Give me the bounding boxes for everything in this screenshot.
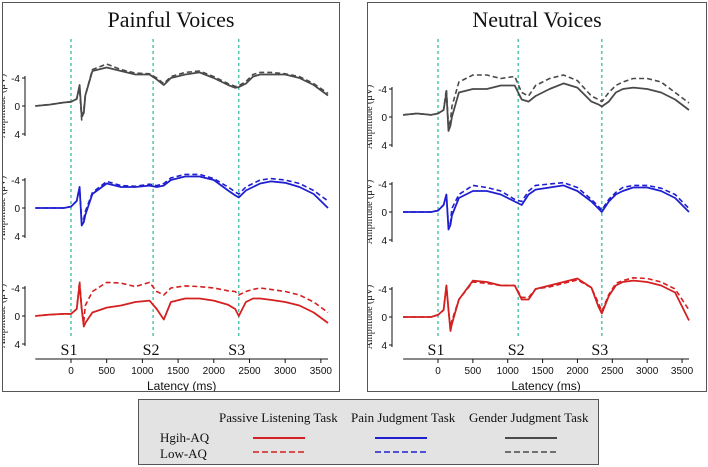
x-tick-label: 3000 [274, 366, 297, 377]
y-tick-label: 0 [14, 312, 20, 323]
x-tick-label: 3500 [671, 366, 694, 377]
y-tick-label: 4 [381, 236, 387, 247]
erp-line-gender-low-aq [35, 63, 329, 121]
y-tick-label: -4 [378, 180, 387, 191]
x-tick-label: 2000 [566, 366, 589, 377]
panel-title: Neutral Voices [472, 7, 602, 32]
y-tick-label: -4 [378, 85, 387, 96]
x-tick-label: 2500 [238, 366, 261, 377]
y-tick-label: -4 [378, 285, 387, 296]
y-tick-label: 4 [14, 130, 20, 141]
legend-task-pain: Pain Judgment Task [351, 410, 456, 425]
erp-line-pain-low-aq [403, 181, 690, 227]
legend-swatches [253, 437, 557, 453]
neutral-voices-panel: Neutral Voices S1 S2 S3 0 500 1000 1500 2000 250… [367, 2, 707, 392]
legend-task-gender: Gender Judgment Task [469, 410, 589, 425]
stimulus-marker-label: S3 [591, 342, 608, 359]
x-axis-title: Latency (ms) [511, 379, 580, 391]
y-tick-label: 4 [381, 141, 387, 152]
painful-voices-panel: Painful Voices S1 S2 S3 0 500 1000 1500 2000 250… [2, 2, 340, 392]
y-axis-title: Amplitude (μV) [3, 284, 8, 349]
stimulus-marker-label: S2 [143, 342, 160, 359]
erp-line-pain-high-aq [35, 175, 329, 227]
x-tick-label: 3500 [310, 366, 333, 377]
y-tick-label: 0 [14, 102, 20, 113]
y-axis-title: Amplitude (μV) [368, 285, 375, 350]
x-tick-label: 2500 [601, 366, 624, 377]
y-tick-label: 0 [381, 113, 387, 124]
x-tick-label: 2000 [203, 366, 226, 377]
x-tick-label: 0 [68, 366, 74, 377]
y-tick-label: -4 [11, 74, 20, 85]
x-tick-label: 500 [465, 366, 482, 377]
stimulus-marker-label: S1 [428, 342, 445, 359]
x-tick-label: 1500 [531, 366, 554, 377]
stimulus-marker-label: S2 [508, 342, 525, 359]
y-tick-label: 0 [14, 204, 20, 215]
x-tick-label: 3000 [636, 366, 659, 377]
y-tick-label: -4 [11, 176, 20, 187]
y-tick-label: 4 [14, 232, 20, 243]
legend: Passive Listening Task Pain Judgment Tas… [138, 399, 599, 465]
x-tick-label: 1000 [497, 366, 520, 377]
x-axis-title: Latency (ms) [147, 379, 216, 391]
erp-line-passive-high-aq [35, 283, 329, 328]
y-axis-title: Amplitude (μV) [368, 180, 375, 245]
y-axis-title: Amplitude (μV) [368, 85, 375, 150]
panel-title: Painful Voices [107, 7, 235, 32]
erp-plot: S1 S2 S3 0 500 1000 1500 2000 2500 3000 3500 Latenc… [368, 39, 694, 391]
erp-line-passive-low-aq [35, 280, 329, 323]
stimulus-marker-label: S1 [61, 342, 78, 359]
erp-line-pain-high-aq [403, 184, 690, 231]
y-axis-title: Amplitude (μV) [3, 176, 8, 241]
y-tick-label: 4 [381, 341, 387, 352]
y-tick-label: 0 [381, 208, 387, 219]
erp-line-gender-high-aq [35, 66, 329, 118]
erp-plot: S1 S2 S3 0 500 1000 1500 2000 2500 3000 3500 Latenc… [3, 39, 333, 391]
legend-group-high: Hgih-AQ [160, 430, 210, 445]
y-tick-label: 4 [14, 340, 20, 351]
x-tick-label: 0 [435, 366, 441, 377]
x-tick-label: 1000 [131, 366, 154, 377]
erp-line-pain-low-aq [35, 173, 329, 223]
erp-line-passive-low-aq [403, 276, 690, 329]
x-tick-label: 500 [98, 366, 115, 377]
x-tick-label: 1500 [167, 366, 190, 377]
legend-task-passive: Passive Listening Task [219, 410, 338, 425]
y-tick-label: -4 [11, 284, 20, 295]
stimulus-marker-label: S3 [228, 342, 245, 359]
legend-group-low: Low-AQ [160, 446, 207, 461]
y-tick-label: 0 [381, 313, 387, 324]
y-axis-title: Amplitude (μV) [3, 74, 8, 139]
